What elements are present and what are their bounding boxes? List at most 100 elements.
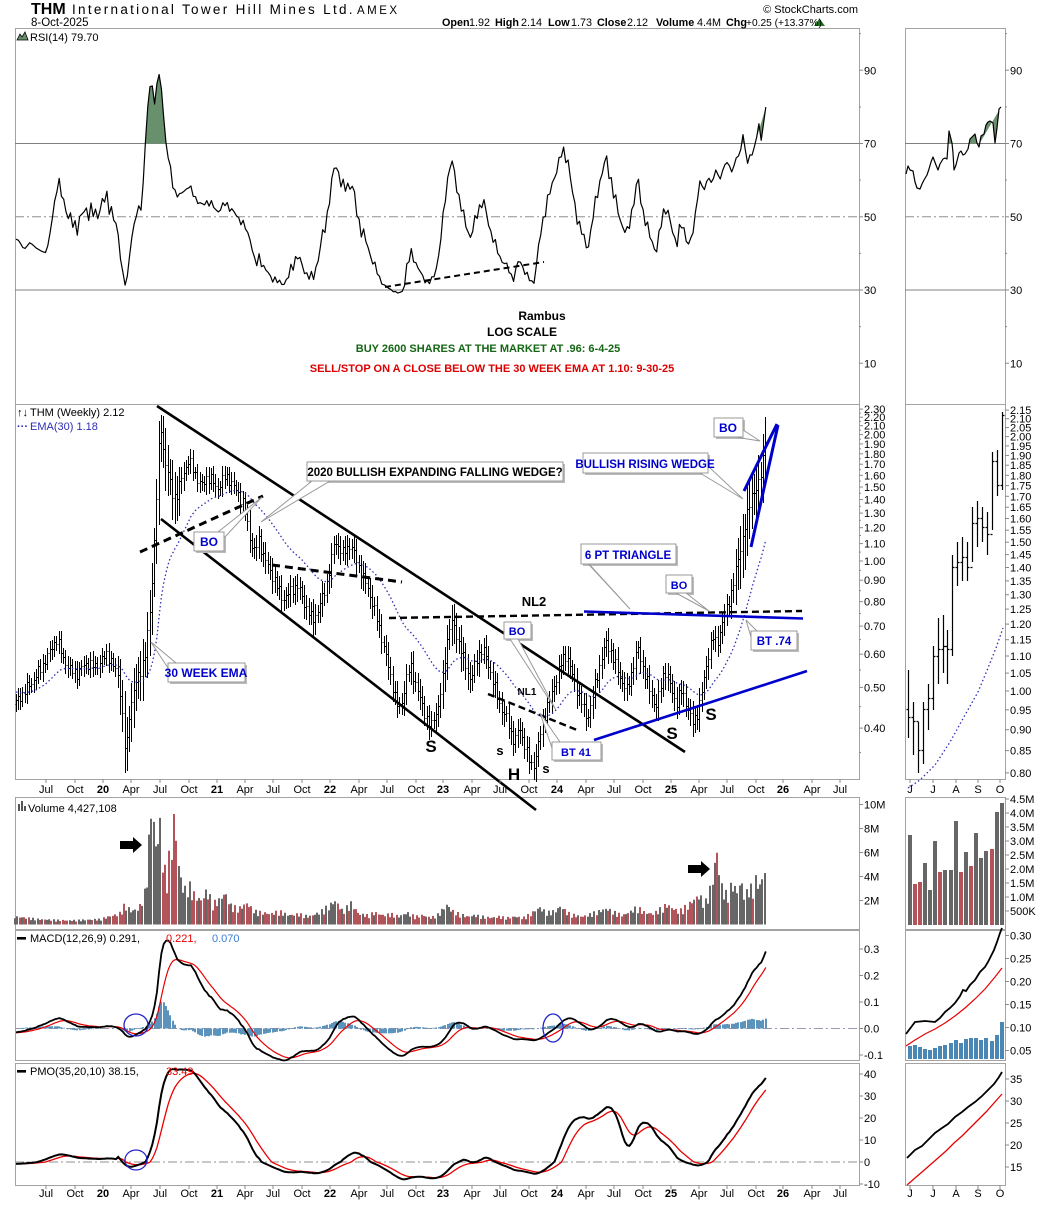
svg-text:Oct: Oct [180, 784, 197, 796]
svg-text:4.4M: 4.4M [697, 17, 721, 29]
svg-text:1.90: 1.90 [864, 439, 885, 451]
svg-text:BT .74: BT .74 [757, 636, 792, 648]
svg-text:0.0: 0.0 [864, 1024, 879, 1036]
svg-text:33.49: 33.49 [166, 1066, 194, 1078]
svg-text:BO: BO [200, 535, 218, 549]
svg-text:1.70: 1.70 [864, 459, 885, 471]
svg-text:Apr: Apr [122, 784, 139, 796]
svg-text:BT 41: BT 41 [561, 747, 591, 759]
svg-text:1.92: 1.92 [469, 17, 490, 29]
svg-text:2.00: 2.00 [1010, 432, 1031, 444]
svg-text:0.070: 0.070 [212, 933, 240, 945]
svg-text:Jul: Jul [380, 784, 394, 796]
svg-text:Jul: Jul [720, 784, 734, 796]
svg-text:Apr: Apr [350, 1188, 367, 1200]
svg-text:2.00: 2.00 [864, 430, 885, 442]
svg-text:© StockCharts.com: © StockCharts.com [763, 4, 858, 16]
svg-text:1.85: 1.85 [1010, 460, 1031, 472]
svg-text:1.80: 1.80 [864, 449, 885, 461]
svg-text:Jul: Jul [493, 1188, 507, 1200]
svg-text:THM (Weekly) 2.12: THM (Weekly) 2.12 [30, 407, 125, 419]
svg-text:10: 10 [864, 1135, 876, 1147]
svg-text:0.20: 0.20 [1010, 977, 1031, 989]
svg-text:10M: 10M [864, 800, 885, 812]
svg-text:2.10: 2.10 [864, 421, 885, 433]
svg-text:20: 20 [97, 784, 109, 796]
svg-text:Close: Close [597, 17, 626, 29]
svg-text:20: 20 [1010, 1140, 1022, 1152]
svg-text:Open: Open [442, 17, 470, 29]
svg-text:Jul: Jul [153, 784, 167, 796]
svg-text:0.1: 0.1 [864, 997, 879, 1009]
svg-text:0.70: 0.70 [864, 621, 885, 633]
svg-text:20: 20 [97, 1188, 109, 1200]
svg-text:21: 21 [211, 784, 223, 796]
svg-text:S: S [974, 1188, 981, 1200]
svg-text:2.30: 2.30 [864, 404, 885, 416]
svg-text:2.12: 2.12 [627, 17, 648, 29]
svg-text:10: 10 [1010, 358, 1022, 370]
svg-text:1.10: 1.10 [1010, 651, 1031, 663]
svg-text:0.15: 0.15 [1010, 1000, 1031, 1012]
svg-text:50: 50 [1010, 212, 1022, 224]
svg-text:25: 25 [1010, 1118, 1022, 1130]
svg-text:Low: Low [548, 17, 570, 29]
svg-text:6 PT TRIANGLE: 6 PT TRIANGLE [585, 550, 672, 562]
svg-text:0.50: 0.50 [864, 682, 885, 694]
svg-text:Oct: Oct [293, 784, 310, 796]
svg-text:2.05: 2.05 [1010, 423, 1031, 435]
svg-text:0: 0 [864, 1157, 870, 1169]
svg-text:0.80: 0.80 [1010, 768, 1031, 780]
svg-text:Jul: Jul [153, 1188, 167, 1200]
svg-text:0.2: 0.2 [864, 971, 879, 983]
svg-text:0.221,: 0.221, [166, 933, 197, 945]
svg-text:1.55: 1.55 [1010, 525, 1031, 537]
svg-text:Jul: Jul [493, 784, 507, 796]
svg-text:2.10: 2.10 [1010, 414, 1031, 426]
svg-text:S: S [666, 724, 677, 743]
svg-text:Jul: Jul [607, 784, 621, 796]
svg-text:24: 24 [551, 1188, 564, 1200]
svg-text:BO: BO [719, 421, 737, 435]
svg-text:1.5M: 1.5M [1010, 878, 1034, 890]
svg-text:S: S [425, 737, 436, 756]
svg-text:30: 30 [864, 1091, 876, 1103]
svg-text:15: 15 [1010, 1162, 1022, 1174]
svg-text:↑↓: ↑↓ [17, 407, 28, 419]
svg-text:Oct: Oct [747, 1188, 764, 1200]
svg-text:NL2: NL2 [522, 594, 547, 609]
svg-text:1.60: 1.60 [864, 470, 885, 482]
svg-text:J: J [930, 784, 936, 796]
svg-text:THM: THM [31, 1, 66, 18]
svg-text:10: 10 [864, 358, 876, 370]
svg-text:20: 20 [864, 1113, 876, 1125]
svg-text:Oct: Oct [293, 1188, 310, 1200]
svg-text:35: 35 [1010, 1074, 1022, 1086]
svg-text:0.95: 0.95 [1010, 705, 1031, 717]
svg-text:70: 70 [1010, 139, 1022, 151]
svg-text:Oct: Oct [634, 1188, 651, 1200]
svg-text:22: 22 [324, 784, 336, 796]
svg-text:0.10: 0.10 [1010, 1023, 1031, 1035]
svg-text:Jul: Jul [39, 784, 53, 796]
svg-text:A: A [952, 784, 960, 796]
svg-text:S: S [974, 784, 981, 796]
svg-text:Oct: Oct [747, 784, 764, 796]
svg-text:Apr: Apr [803, 1188, 820, 1200]
svg-text:1.15: 1.15 [1010, 635, 1031, 647]
svg-text:Apr: Apr [463, 1188, 480, 1200]
svg-text:A: A [952, 1188, 960, 1200]
svg-text:1.60: 1.60 [1010, 514, 1031, 526]
svg-text:4.5M: 4.5M [1010, 794, 1034, 806]
svg-text:1.00: 1.00 [864, 556, 885, 568]
svg-text:1.40: 1.40 [864, 495, 885, 507]
svg-text:1.30: 1.30 [864, 508, 885, 520]
svg-text:Jul: Jul [720, 1188, 734, 1200]
svg-text:26: 26 [777, 1188, 789, 1200]
svg-text:8M: 8M [864, 824, 879, 836]
svg-text:-0.1: -0.1 [864, 1050, 883, 1062]
svg-text:S: S [705, 705, 716, 724]
svg-text:0.3: 0.3 [864, 944, 879, 956]
svg-text:23: 23 [437, 1188, 449, 1200]
svg-text:Apr: Apr [690, 784, 707, 796]
